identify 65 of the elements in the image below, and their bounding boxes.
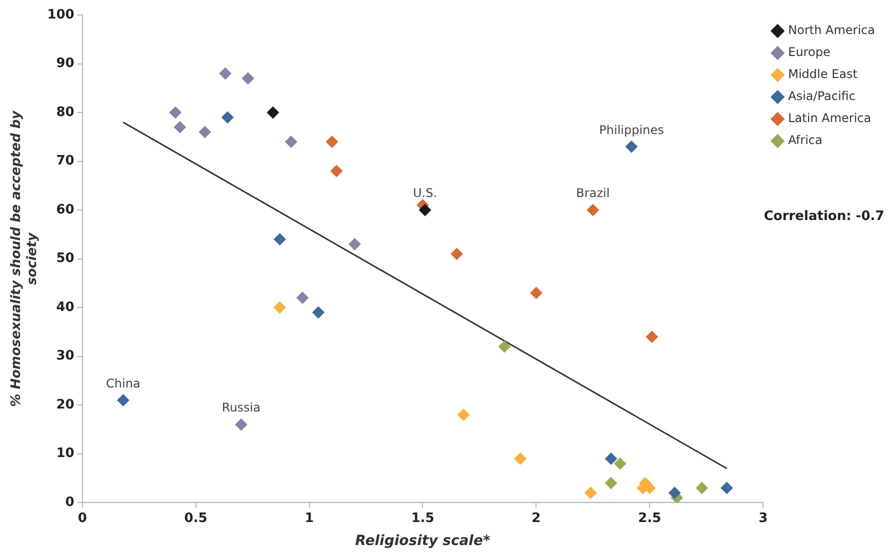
point: [646, 330, 658, 343]
x-tick-label: 2: [532, 510, 541, 526]
y-tick-label: 50: [56, 251, 74, 266]
annotation: Russia: [222, 400, 260, 415]
y-tick-label: 40: [56, 300, 74, 315]
annotation: Brazil: [576, 186, 610, 200]
y-tick-label: 70: [56, 154, 74, 169]
x-tick-label: 2.5: [638, 510, 662, 526]
point: [242, 72, 254, 84]
point: [274, 302, 286, 314]
annotation: Philippines: [599, 122, 664, 137]
point: [266, 106, 279, 119]
point: [285, 136, 298, 148]
point: [219, 68, 232, 80]
annotation: U.S.: [412, 186, 438, 200]
point: [584, 486, 597, 499]
point: [326, 136, 338, 148]
point: [312, 306, 324, 318]
point: [117, 394, 130, 406]
y-tick-label: 0: [65, 494, 74, 510]
x-axis-title: Religiosity scale*: [355, 533, 491, 550]
legend-label: Africa: [788, 133, 822, 148]
y-axis-title: % Homosexuality should be accepted by society: [9, 110, 40, 407]
legend-label: Middle East: [788, 67, 858, 82]
point: [235, 418, 248, 431]
y-tick-label: 30: [56, 348, 74, 364]
x-tick-label: 0.5: [184, 510, 208, 526]
legend-label: Europe: [788, 45, 830, 60]
point: [222, 111, 234, 124]
point: [668, 486, 681, 499]
point: [626, 140, 638, 153]
point: [605, 452, 618, 465]
point: [605, 477, 618, 490]
legend-label: Latin America: [788, 111, 872, 126]
x-tick-label: 0: [78, 510, 87, 526]
point: [530, 286, 542, 299]
x-tick-label: 1.5: [411, 510, 434, 526]
annotation: China: [106, 376, 140, 390]
point: [458, 408, 470, 421]
point: [169, 106, 182, 119]
y-tick-label: 10: [56, 446, 74, 462]
point: [198, 126, 211, 138]
point: [274, 233, 286, 246]
point: [174, 121, 186, 134]
point: [514, 452, 526, 465]
text: Correlation: -0.7: [764, 208, 884, 224]
point: [330, 165, 342, 178]
point: [498, 340, 510, 353]
y-tick-label: 90: [56, 56, 74, 72]
legend-label: Asia/Pacific: [788, 89, 856, 104]
legend-label: North America: [788, 23, 876, 38]
x-tick-label: 1: [304, 510, 314, 526]
point: [296, 292, 308, 304]
y-tick-label: 100: [47, 7, 74, 22]
point: [696, 482, 708, 494]
point: [450, 248, 463, 260]
x-tick-label: 3: [758, 510, 768, 526]
y-tick-label: 80: [56, 104, 74, 120]
point: [419, 204, 431, 216]
y-tick-label: 60: [56, 202, 74, 218]
point: [720, 482, 733, 494]
point: [586, 204, 599, 216]
y-tick-label: 20: [56, 397, 74, 412]
point: [348, 238, 361, 250]
point: [614, 458, 626, 470]
